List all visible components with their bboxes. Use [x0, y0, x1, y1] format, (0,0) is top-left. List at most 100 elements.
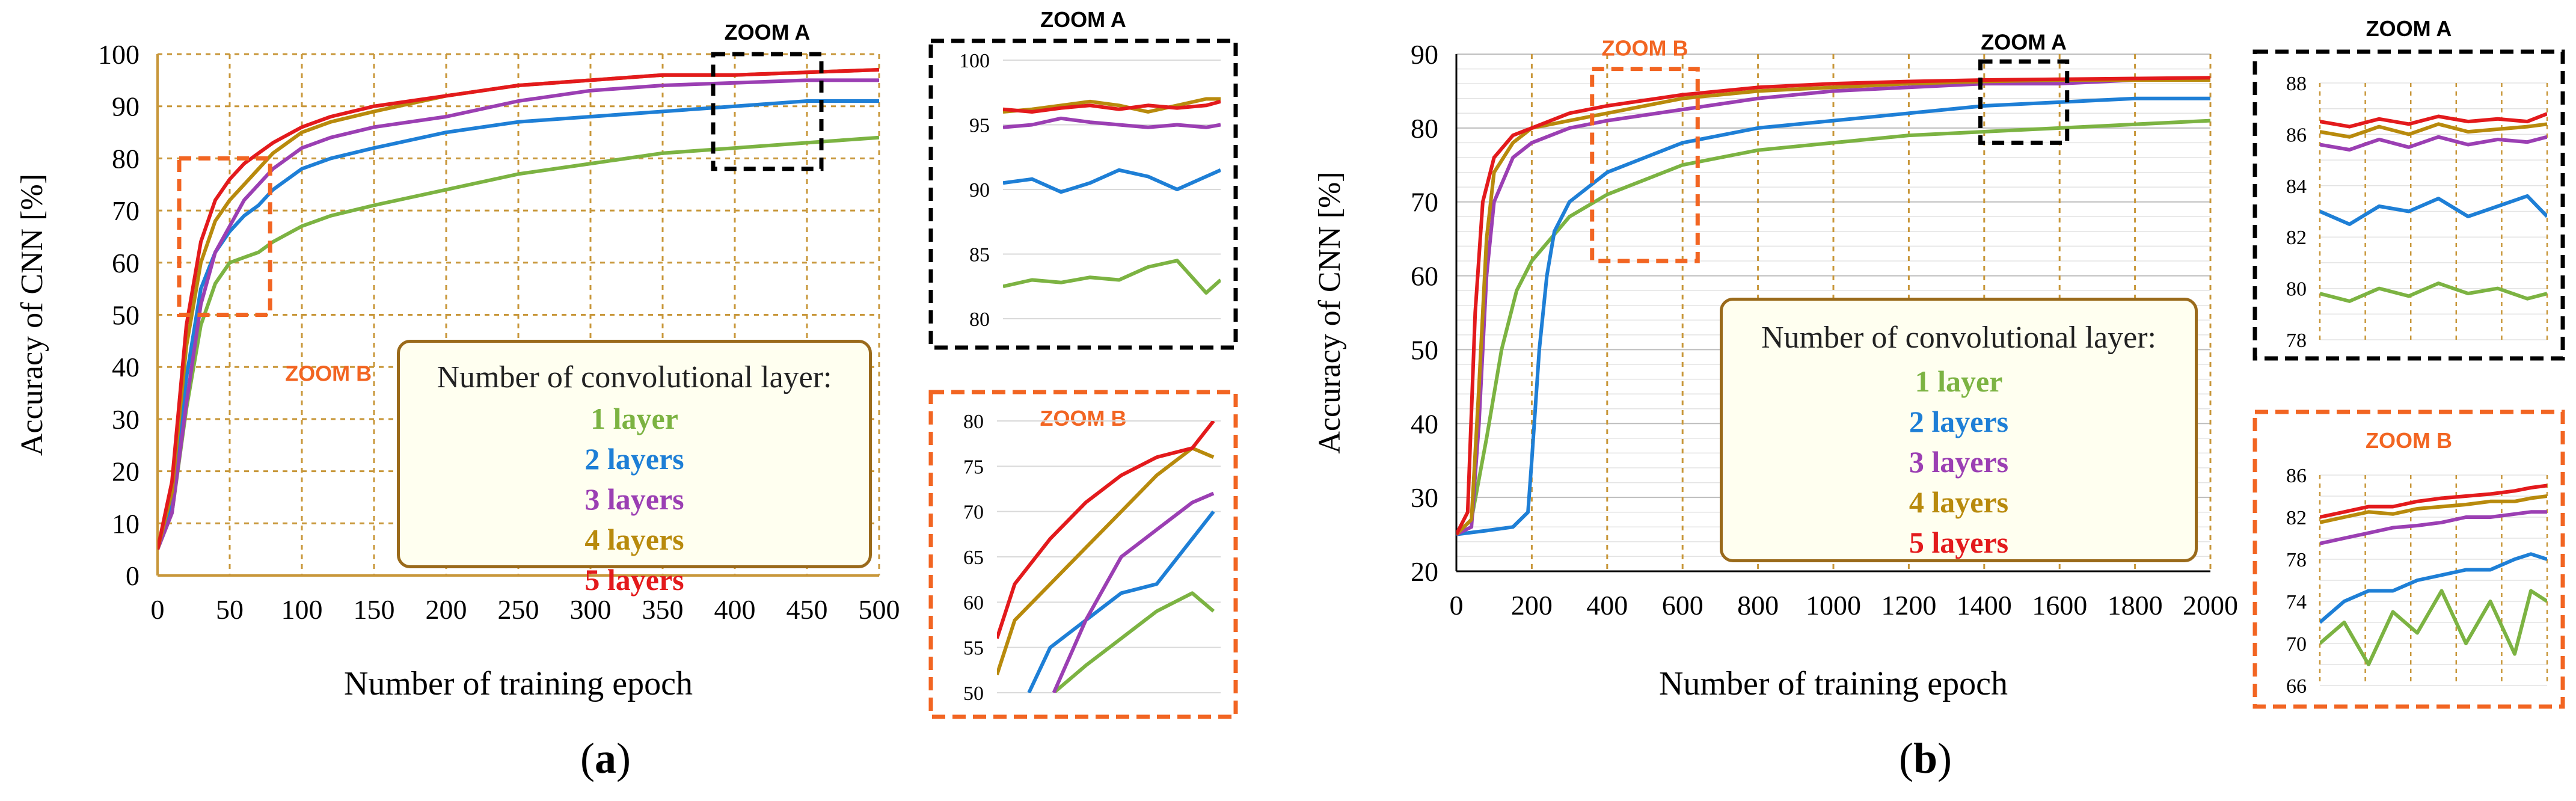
- b-zoom-b-ytick: 86: [2286, 465, 2307, 487]
- a-zoom-a-ytick: 95: [969, 115, 990, 137]
- a-zoom-b-frame: [928, 390, 1238, 719]
- legend-item-5-layers: 5 layers: [584, 563, 684, 597]
- b-main-series-2-layers: [1456, 96, 2210, 536]
- a-zoom-b-series-4-layers: [997, 446, 1215, 675]
- a-zoom-a-title: ZOOM A: [1040, 7, 1126, 32]
- a-xlabel: Number of training epoch: [344, 665, 693, 702]
- a-main-zoom-rect-0: [711, 52, 824, 171]
- b-zoom-b-series-1-layer: [2320, 589, 2547, 666]
- a-ytick-label: 70: [112, 195, 140, 226]
- a-zoom-a-label: ZOOM A: [725, 20, 811, 44]
- a-zoom-a-series-3-layers: [1003, 116, 1221, 129]
- legend-title: Number of convolutional layer:: [1761, 321, 2157, 355]
- b-zoom-b-series-group: [2320, 483, 2547, 666]
- b-ytick-label: 20: [1411, 556, 1438, 587]
- a-main-zoom-rect-1: [177, 156, 272, 317]
- b-zoom-a-series-1-layer: [2320, 281, 2547, 303]
- b-zoom-a-series-3-layers: [2320, 135, 2547, 152]
- b-zoom-b-ytick: 78: [2286, 549, 2307, 571]
- legend-item-4-layers: 4 layers: [584, 523, 684, 556]
- b-xtick-label: 800: [1737, 590, 1779, 621]
- a-main-series-5-layers: [158, 68, 879, 550]
- b-zoom-b-label: ZOOM B: [1602, 36, 1688, 61]
- b-main-series-3-layers: [1456, 78, 2210, 536]
- a-ytick-label: 0: [126, 560, 140, 591]
- b-ytick-label: 70: [1411, 187, 1438, 218]
- a-xtick-label: 150: [354, 594, 395, 625]
- b-main-series-5-layers: [1456, 76, 2210, 535]
- a-ytick-label: 10: [112, 508, 140, 539]
- legend-item-1-layer: 1 layer: [1915, 364, 2003, 398]
- b-zoom-a-ytick: 78: [2286, 330, 2307, 352]
- b-zoom-a-series-group: [2320, 112, 2547, 303]
- a-zoom-b-series-group: [997, 421, 1215, 693]
- a-main-series-2-layers: [158, 99, 879, 550]
- b-zoom-a-ytick: 84: [2286, 176, 2307, 198]
- a-zoom-b-series-5-layers: [997, 421, 1215, 639]
- b-main-series-group: [1456, 76, 2210, 536]
- legend-item-2-layers: 2 layers: [1909, 405, 2009, 438]
- a-xtick-label: 500: [859, 594, 900, 625]
- a-xtick-label: 100: [281, 594, 323, 625]
- a-zoom-a-frame: [928, 38, 1238, 350]
- a-ytick-label: 90: [112, 91, 140, 122]
- b-ytick-label: 60: [1411, 261, 1438, 292]
- a-zoom-b-series-1-layer: [1052, 591, 1215, 693]
- a-ytick-label: 80: [112, 143, 140, 174]
- b-zoom-b-ytick: 70: [2286, 633, 2307, 655]
- a-xtick-label: 200: [426, 594, 467, 625]
- a-zoom-b-ytick: 55: [963, 637, 984, 660]
- legend-item-1-layer: 1 layer: [590, 402, 678, 435]
- legend-item-5-layers: 5 layers: [1909, 526, 2009, 559]
- a-zoom-a-series-4-layers: [1003, 97, 1221, 114]
- b-xtick-label: 600: [1662, 590, 1704, 621]
- panel-label-b: (b): [1899, 734, 1952, 782]
- b-xtick-label: 0: [1450, 590, 1464, 621]
- b-zoom-b-title: ZOOM B: [2366, 428, 2452, 453]
- legend-item-3-layers: 3 layers: [1909, 445, 2009, 479]
- a-xtick-label: 50: [216, 594, 244, 625]
- b-ytick-label: 90: [1411, 39, 1438, 70]
- a-zoom-a-ytick: 85: [969, 244, 990, 266]
- b-zoom-a-ytick: 88: [2286, 73, 2307, 95]
- b-zoom-b-series-2-layers: [2320, 552, 2547, 624]
- b-xtick-label: 1200: [1881, 590, 1936, 621]
- a-zoom-b-ytick: 80: [963, 411, 984, 433]
- b-zoom-b-ytick: 82: [2286, 507, 2307, 529]
- a-ylabel: Accuracy of CNN [%]: [15, 174, 49, 456]
- a-zoom-a-series-2-layers: [1003, 168, 1221, 194]
- a-zoom-b-series-2-layers: [1027, 510, 1215, 693]
- legend-item-3-layers: 3 layers: [584, 482, 684, 516]
- a-zoom-b-ytick: 65: [963, 547, 984, 569]
- a-zoom-b-ytick: 50: [963, 683, 984, 705]
- a-xtick-label: 450: [787, 594, 828, 625]
- b-ytick-label: 30: [1411, 482, 1438, 513]
- a-zoom-b-ytick: 70: [963, 502, 984, 524]
- a-ytick-label: 50: [112, 300, 140, 331]
- b-main-series-1-layer: [1456, 118, 2210, 536]
- b-ylabel: Accuracy of CNN [%]: [1313, 171, 1347, 453]
- b-zoom-a-ytick: 82: [2286, 227, 2307, 249]
- a-zoom-a-ytick: 90: [969, 179, 990, 201]
- panel-label-b-letter: b: [1913, 734, 1938, 782]
- a-zoom-a-ytick: 80: [969, 308, 990, 331]
- a-ytick-label: 60: [112, 248, 140, 278]
- legend-b: Number of convolutional layer: 1 layer 2…: [1720, 298, 2198, 562]
- b-zoom-a-label: ZOOM A: [1981, 29, 2067, 54]
- a-zoom-a-series-1-layer: [1003, 259, 1221, 295]
- legend-title: Number of convolutional layer:: [437, 360, 832, 394]
- b-main-zoom-rect-1: [1590, 67, 1700, 263]
- a-xtick-label: 250: [498, 594, 539, 625]
- panel-label-a: (a): [580, 734, 631, 782]
- legend-a: Number of convolutional layer: 1 layer 2…: [397, 340, 872, 597]
- b-xtick-label: 200: [1511, 590, 1553, 621]
- a-ytick-label: 30: [112, 404, 140, 435]
- b-zoom-a-ytick: 80: [2286, 278, 2307, 301]
- b-ytick-label: 80: [1411, 113, 1438, 144]
- b-xtick-label: 1400: [1957, 590, 2012, 621]
- b-xtick-label: 1600: [2032, 590, 2087, 621]
- b-zoom-a-frame: [2252, 49, 2565, 361]
- legend-item-4-layers: 4 layers: [1909, 485, 2009, 519]
- b-xlabel: Number of training epoch: [1659, 665, 2008, 702]
- a-main-series-1-layer: [158, 135, 879, 550]
